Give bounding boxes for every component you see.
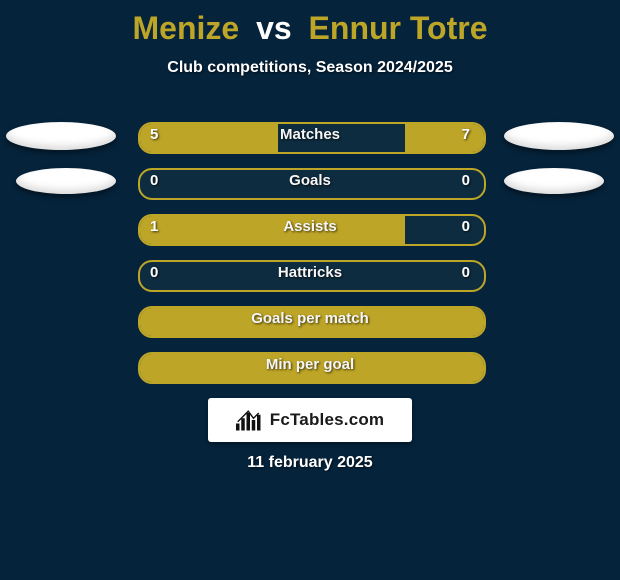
player1-logo-icon: [6, 122, 116, 150]
stat-value-left: 5: [150, 126, 158, 143]
subtitle: Club competitions, Season 2024/2025: [0, 59, 620, 77]
stat-row-goals: 0 0 Goals: [0, 164, 620, 210]
stat-row-matches: 5 7 Matches: [0, 118, 620, 164]
stat-value-left: 0: [150, 264, 158, 281]
stat-row-assists: 1 0 Assists: [0, 210, 620, 256]
stat-value-right: 0: [462, 218, 470, 235]
fctables-badge[interactable]: FcTables.com: [208, 398, 412, 442]
stat-row-goals-per-match: Goals per match: [0, 302, 620, 348]
stat-row-hattricks: 0 0 Hattricks: [0, 256, 620, 302]
stat-row-min-per-goal: Min per goal: [0, 348, 620, 394]
fctables-logo-icon: [236, 409, 264, 431]
stat-bar-right: [405, 124, 484, 152]
player2-club-logo-icon: [504, 168, 604, 194]
stat-bar-full: [140, 354, 484, 382]
date-label: 11 february 2025: [0, 454, 620, 472]
stat-bar: [138, 122, 486, 154]
stats-block: 5 7 Matches 0 0 Goals 1 0 Assists: [0, 118, 620, 394]
stat-bar: [138, 352, 486, 384]
stat-bar: [138, 168, 486, 200]
player2-name: Ennur Totre: [309, 10, 488, 46]
stat-bar-full: [140, 308, 484, 336]
stat-bar-left: [140, 124, 278, 152]
page-title: Menize vs Ennur Totre: [0, 0, 620, 47]
player2-logo-icon: [504, 122, 614, 150]
stat-bar-left: [140, 216, 405, 244]
stat-bar: [138, 214, 486, 246]
comparison-card: Menize vs Ennur Totre Club competitions,…: [0, 0, 620, 580]
stat-bar: [138, 306, 486, 338]
player1-name: Menize: [132, 10, 239, 46]
vs-label: vs: [256, 10, 292, 46]
stat-value-left: 0: [150, 172, 158, 189]
stat-value-left: 1: [150, 218, 158, 235]
fctables-label: FcTables.com: [270, 410, 385, 430]
player1-club-logo-icon: [16, 168, 116, 194]
stat-value-right: 0: [462, 172, 470, 189]
stat-value-right: 7: [462, 126, 470, 143]
stat-bar: [138, 260, 486, 292]
stat-value-right: 0: [462, 264, 470, 281]
